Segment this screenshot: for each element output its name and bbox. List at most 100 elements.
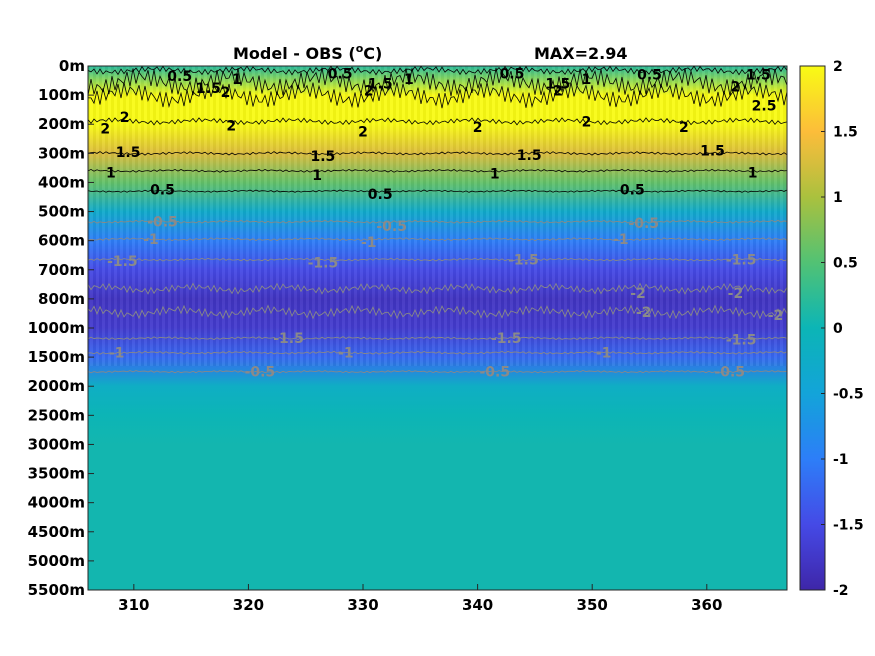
y-tick-label: 0m <box>59 57 85 75</box>
x-tick-label: 310 <box>118 596 149 614</box>
contour-label: -2 <box>636 305 652 321</box>
contour-line <box>88 350 787 355</box>
contour-label: -1.5 <box>308 256 339 272</box>
contour-label: 1 <box>106 165 116 181</box>
colorbar-tick-label: 0 <box>833 321 843 337</box>
x-tick-label: 330 <box>347 596 378 614</box>
contour-label: -2 <box>768 308 784 324</box>
contour-label: -1 <box>361 235 377 251</box>
contour-label: 1 <box>404 72 414 88</box>
y-tick-label: 3000m <box>28 435 85 453</box>
contour-label: 2 <box>358 125 368 141</box>
colorbar-tick-label: -0.5 <box>833 387 864 403</box>
colorbar-ticks: 2 1.5 1 0.5 0 -0.5 -1 -1.5 -2 <box>821 59 864 599</box>
x-tick-label: 320 <box>233 596 264 614</box>
contour-line <box>88 237 787 242</box>
contour-label: 0.5 <box>167 69 192 85</box>
colorbar-tick-label: -1 <box>833 452 849 468</box>
contour-line <box>88 151 787 156</box>
x-tick-label: 350 <box>577 596 608 614</box>
contour-label: 2 <box>731 79 741 95</box>
contour-label: 2 <box>582 114 592 130</box>
contour-label: 0.5 <box>328 66 353 82</box>
contour-label: 1.5 <box>368 76 393 92</box>
contour-label: 2 <box>100 122 110 138</box>
contour-label: 2 <box>679 120 689 136</box>
contour-label: 1 <box>232 72 242 88</box>
y-tick-label: 1500m <box>28 348 85 366</box>
colorbar-tick-label: 1.5 <box>833 125 858 141</box>
y-tick-label: 700m <box>38 261 85 279</box>
colorbar-tick-label: 2 <box>833 59 843 75</box>
y-tick-label: 5000m <box>28 552 85 570</box>
contour-label: 1.5 <box>196 81 221 97</box>
contour-label: 0.5 <box>637 68 662 84</box>
contour-label: -1 <box>596 346 612 362</box>
contour-label: -2 <box>728 286 744 302</box>
contour-line <box>88 304 787 320</box>
y-tick-label: 2000m <box>28 377 85 395</box>
contour-lines <box>88 66 787 374</box>
contour-label: 0.5 <box>368 187 393 203</box>
contour-label: 2 <box>226 119 236 135</box>
contour-line <box>88 189 787 193</box>
contour-label: 2 <box>364 84 374 100</box>
contour-line <box>88 168 787 173</box>
contour-label: -1.5 <box>491 331 522 347</box>
contour-label: 1.5 <box>746 68 771 84</box>
contour-label: -0.5 <box>714 365 745 381</box>
colorbar-tick-label: 1 <box>833 190 843 206</box>
contour-label: -1.5 <box>726 333 757 349</box>
contour-label: -1 <box>109 346 125 362</box>
y-axis-ticks: 0m 100m 200m 300m 400m 500m 600m 700m 800m 1000m 1… <box>28 57 94 599</box>
x-tick-label: 360 <box>691 596 722 614</box>
contour-label: 2 <box>221 85 231 101</box>
contour-label: -1 <box>143 232 159 248</box>
contour-label: -1.5 <box>508 253 539 269</box>
contour-label: 0.5 <box>620 183 645 199</box>
colorbar-tick-label: -2 <box>833 583 849 599</box>
contour-label: 2 <box>553 84 563 100</box>
contour-label: 1 <box>582 72 592 88</box>
contour-label: -2 <box>630 286 646 302</box>
y-tick-label: 4500m <box>28 523 85 541</box>
contour-label: -0.5 <box>147 215 178 231</box>
y-tick-label: 4000m <box>28 494 85 512</box>
heatmap-texture <box>88 66 787 366</box>
y-tick-label: 3500m <box>28 465 85 483</box>
contour-label: -1 <box>613 232 629 248</box>
y-tick-label: 400m <box>38 173 85 191</box>
y-tick-label: 300m <box>38 144 85 162</box>
y-tick-label: 1000m <box>28 319 85 337</box>
colorbar-tick-label: -1.5 <box>833 518 864 534</box>
contour-label: -1.5 <box>107 254 138 270</box>
chart-title: Model - OBS (oC) <box>233 42 382 63</box>
contour-label: 1.5 <box>116 145 141 161</box>
colorbar-tick-label: 0.5 <box>833 256 858 272</box>
colorbar-gradient <box>800 66 825 590</box>
contour-label: 2 <box>473 120 483 136</box>
contour-label: -1.5 <box>273 331 304 347</box>
y-tick-label: 2500m <box>28 406 85 424</box>
contour-label: 1.5 <box>700 143 725 159</box>
contour-label: 1.5 <box>311 149 336 165</box>
contour-label: -0.5 <box>245 365 276 381</box>
contour-label: -1 <box>338 346 354 362</box>
colorbar: 2 1.5 1 0.5 0 -0.5 -1 -1.5 -2 <box>799 59 864 599</box>
contour-line <box>88 82 787 109</box>
y-tick-label: 500m <box>38 203 85 221</box>
contour-line <box>88 219 787 224</box>
contour-label: 1 <box>748 165 758 181</box>
contour-line <box>88 117 787 126</box>
contour-line <box>88 370 787 374</box>
contour-label: 1.5 <box>517 148 542 164</box>
y-tick-label: 600m <box>38 232 85 250</box>
x-tick-label: 340 <box>462 596 493 614</box>
max-label: MAX=2.94 <box>534 44 628 63</box>
contour-label: 0.5 <box>500 66 525 82</box>
contour-label: 1.5 <box>545 76 570 92</box>
x-axis-ticks: 310 320 330 340 350 360 <box>118 584 722 614</box>
